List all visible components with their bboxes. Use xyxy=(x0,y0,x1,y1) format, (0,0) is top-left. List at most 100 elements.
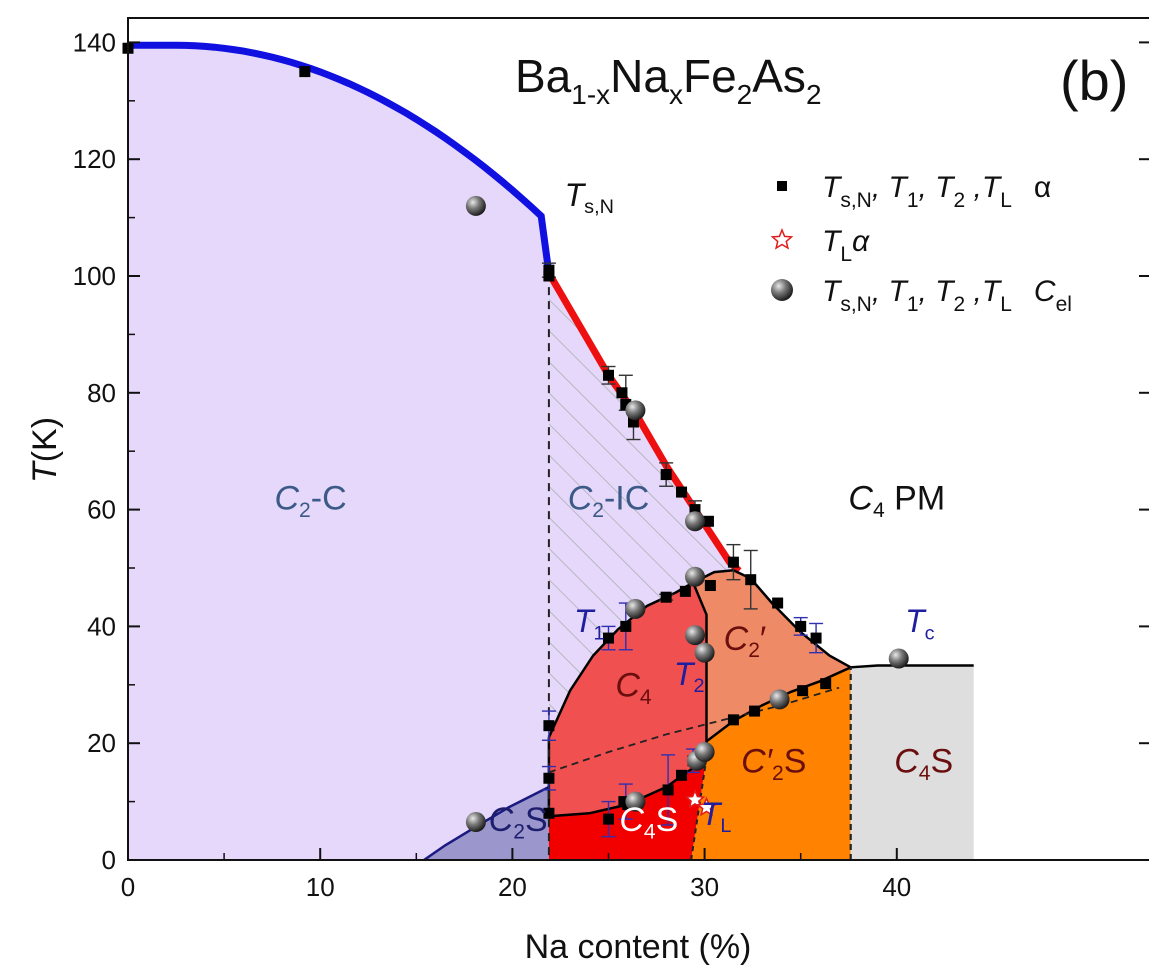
alpha-square-point-31 xyxy=(727,714,739,726)
alpha-square-point-20 xyxy=(660,591,672,603)
alpha-square-point-16 xyxy=(810,632,822,644)
y-tick-label-2: 40 xyxy=(87,611,116,641)
axes: 0 10 20 30 40 0 20 40 60 80 100 120 140 xyxy=(73,17,1149,902)
cel-sphere-point-8 xyxy=(694,741,715,762)
alpha-square-point-5 xyxy=(616,387,628,399)
alpha-square-point-8 xyxy=(660,469,672,481)
region-c2-prime-s xyxy=(691,667,851,860)
data-points xyxy=(122,42,909,833)
alpha-square-point-22 xyxy=(704,580,716,592)
cel-sphere-point-6 xyxy=(694,642,715,663)
phase-regions xyxy=(128,45,974,860)
cel-sphere-point-9 xyxy=(625,791,646,812)
compound-formula: Ba1-xNaxFe2As2 xyxy=(515,50,822,110)
region-c2-prime xyxy=(693,570,851,742)
region-label-8: C4S xyxy=(619,801,678,843)
cel-sphere-point-3 xyxy=(684,566,705,587)
region-c2s xyxy=(424,787,549,860)
region-label-4: C2′ xyxy=(724,620,767,662)
alpha-square-point-25 xyxy=(603,813,614,825)
alpha-square-point-11 xyxy=(702,515,714,527)
cel-sphere-point-1 xyxy=(625,400,646,421)
alpha-square-point-13 xyxy=(745,574,757,586)
cel-sphere-point-5 xyxy=(684,625,705,646)
alpha-square-point-15 xyxy=(795,620,807,632)
panel-label: (b) xyxy=(1060,49,1128,112)
region-c4s-right xyxy=(850,665,974,860)
x-tick-label-1: 10 xyxy=(306,872,335,902)
cel-sphere-point-11 xyxy=(769,689,790,710)
alpha-square-point-4 xyxy=(603,369,614,381)
alpha-square-point-12 xyxy=(727,556,739,568)
y-tick-label-0: 0 xyxy=(102,845,116,875)
region-labels: C2-C C2-IC C4 PM C4 C2′ C′2S C4S C2S C4S Ts,N T1 T2… xyxy=(274,177,953,843)
legend-entry-2: Ts,N, T1, T2 ,TL Cel xyxy=(822,275,1072,316)
y-tick-label-7: 140 xyxy=(73,27,116,57)
region-label-6: C4S xyxy=(894,742,953,784)
alpha-square-point-34 xyxy=(797,685,809,697)
alpha-square-point-3 xyxy=(543,270,555,282)
line-label-1: T1 xyxy=(574,603,605,644)
legend-entry-0: Ts,N, T1, T2 ,TL α xyxy=(822,171,1051,212)
cel-sphere-point-12 xyxy=(888,648,909,669)
alpha-square-point-1 xyxy=(299,66,311,78)
legend-marker-square xyxy=(777,181,787,191)
y-tick-label-5: 100 xyxy=(73,261,116,291)
alpha-square-point-9 xyxy=(676,486,688,498)
line-label-2: T2 xyxy=(674,656,705,697)
x-tick-label-0: 0 xyxy=(121,872,135,902)
alpha-square-point-24 xyxy=(543,807,555,819)
cel-sphere-point-0 xyxy=(465,195,486,216)
titles: Ba1-xNaxFe2As2 (b) Na content (%) T(K) xyxy=(26,49,1128,966)
y-tick-label-6: 120 xyxy=(73,144,116,174)
alpha-square-point-17 xyxy=(543,720,555,732)
y-tick-label-4: 80 xyxy=(87,378,116,408)
alpha-square-point-2 xyxy=(543,264,555,276)
plot-frame xyxy=(127,17,1149,861)
y-tick-label-1: 20 xyxy=(87,728,116,758)
alpha-square-point-23 xyxy=(543,772,555,784)
region-c2-c xyxy=(128,45,549,860)
alpha-square-point-28 xyxy=(662,784,674,796)
line-label-3: Tc xyxy=(905,603,935,644)
cel-sphere-point-10 xyxy=(465,812,486,833)
line-label-4: TL xyxy=(701,796,732,837)
region-label-1: C2-IC xyxy=(568,480,650,522)
legend-marker-sphere xyxy=(771,279,793,301)
legend-marker-star xyxy=(770,228,794,250)
region-c4 xyxy=(548,582,707,817)
alpha-square-point-10 xyxy=(689,504,701,516)
alpha-star-point-0 xyxy=(684,788,706,809)
alpha-square-point-18 xyxy=(603,632,614,644)
region-label-7: C2S xyxy=(489,801,548,843)
dashed-crossover-line xyxy=(548,686,840,774)
region-c2-ic-hatch xyxy=(548,273,751,738)
x-tick-label-2: 20 xyxy=(498,872,527,902)
alpha-square-point-32 xyxy=(749,705,761,717)
legend: Ts,N, T1, T2 ,TL α TLα Ts,N, T1, T2 ,TL Cel xyxy=(770,171,1072,316)
ts-n-line-blue xyxy=(128,41,553,277)
alpha-square-point-21 xyxy=(679,585,691,597)
x-axis-title: Na content (%) xyxy=(525,928,752,966)
legend-entry-1: TLα xyxy=(822,225,870,266)
line-label-0: Ts,N xyxy=(565,177,614,218)
alpha-square-point-35 xyxy=(820,678,832,690)
region-label-3: C4 xyxy=(615,666,652,708)
region-label-2: C4 PM xyxy=(848,480,945,522)
x-tick-label-4: 40 xyxy=(882,872,911,902)
alpha-square-point-19 xyxy=(620,620,632,632)
region-label-5: C′2S xyxy=(741,742,806,784)
region-label-0: C2-C xyxy=(274,480,346,522)
cel-sphere-point-2 xyxy=(684,511,705,532)
y-tick-label-3: 60 xyxy=(87,495,116,525)
alpha-star-point-1 xyxy=(696,796,717,817)
alpha-square-point-29 xyxy=(676,769,688,781)
alpha-square-point-14 xyxy=(772,597,784,609)
x-tick-label-3: 30 xyxy=(690,872,719,902)
y-axis-title: T(K) xyxy=(26,417,64,483)
cel-sphere-point-4 xyxy=(625,598,646,619)
t2-line xyxy=(691,582,708,758)
alpha-square-point-6 xyxy=(620,398,632,410)
alpha-square-point-7 xyxy=(627,416,639,428)
